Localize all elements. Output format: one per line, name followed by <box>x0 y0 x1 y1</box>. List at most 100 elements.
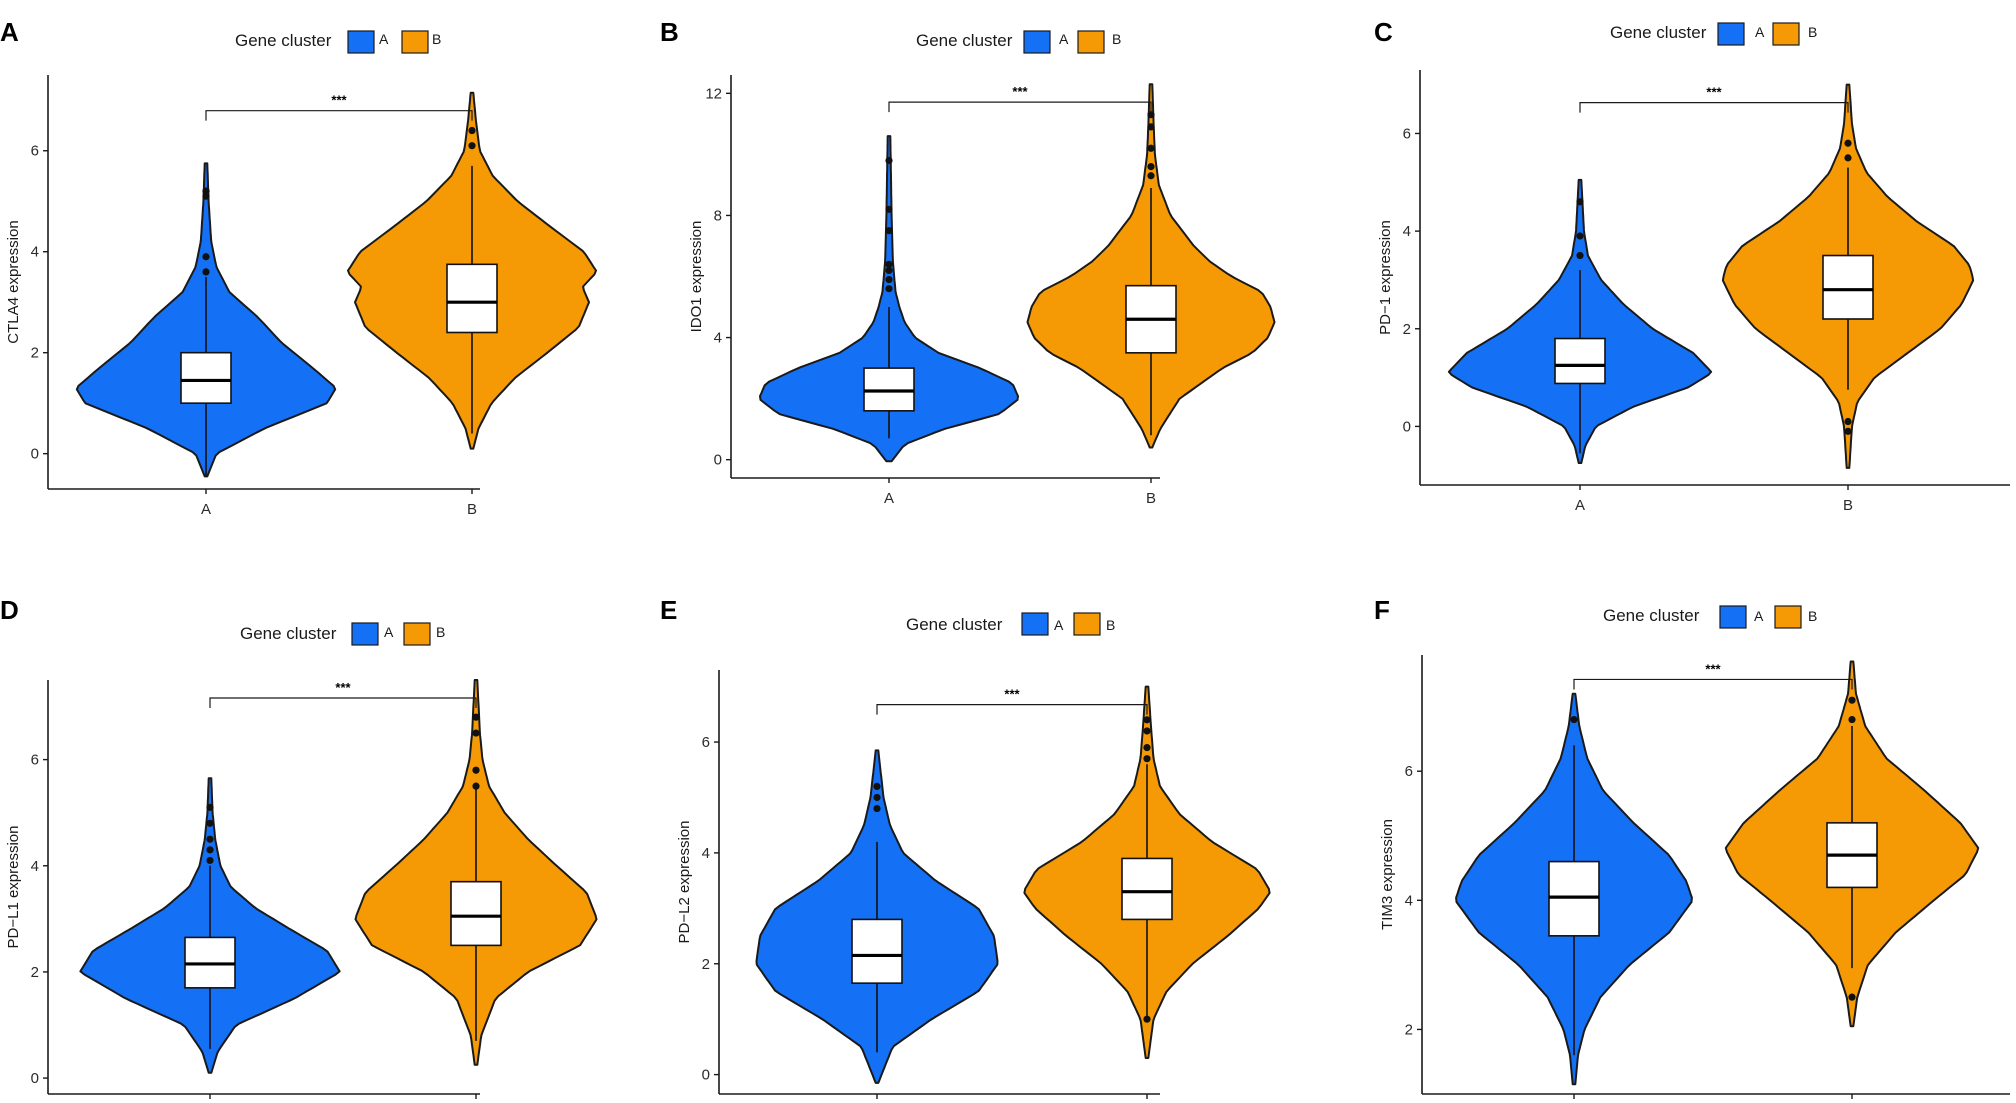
violin-a <box>1447 178 1713 464</box>
legend-swatch-b <box>1774 605 1802 629</box>
outlier-point <box>202 192 210 200</box>
panel-b: B Gene cluster A B 0 4 8 12 IDO1 expression A B *** <box>660 17 1276 507</box>
outlier-point <box>1848 993 1856 1001</box>
legend-label-b: B <box>432 31 441 47</box>
x-tick-label: B <box>1146 490 1156 507</box>
legend-title: Gene cluster <box>1603 606 1700 625</box>
y-tick-label: 2 <box>1403 321 1411 338</box>
significance-label: *** <box>335 680 351 695</box>
violin-a <box>1455 692 1693 1086</box>
box-iqr <box>1554 337 1606 385</box>
outlier-point <box>206 856 214 865</box>
y-tick-label: 6 <box>31 143 39 160</box>
violin-a <box>75 162 337 478</box>
y-tick-label: 4 <box>702 845 710 862</box>
x-tick-label: A <box>201 501 211 518</box>
legend-swatch-b <box>403 622 431 646</box>
outlier-point <box>1848 715 1856 724</box>
violin-b <box>1026 83 1276 449</box>
y-tick-label: 6 <box>1403 125 1411 142</box>
legend-label-a: A <box>1755 24 1765 40</box>
legend-title: Gene cluster <box>235 31 332 50</box>
y-tick-label: 4 <box>31 858 39 875</box>
y-tick-label: 4 <box>1403 223 1411 240</box>
y-tick-label: 4 <box>1405 892 1413 909</box>
box-iqr <box>1121 857 1173 921</box>
panel-a: A Gene cluster A B 0 2 4 6 CTLA4 expression A B *** <box>0 17 597 518</box>
legend-swatch-b <box>401 30 429 54</box>
y-tick-label: 12 <box>705 85 722 102</box>
y-tick-label: 2 <box>702 956 710 973</box>
panel-letter: A <box>0 17 19 47</box>
legend-swatch-b <box>1073 612 1101 636</box>
significance-bracket <box>888 101 1152 113</box>
outlier-point <box>1147 172 1155 180</box>
y-axis-label: PD−L2 expression <box>676 821 693 944</box>
legend-swatch-a <box>1023 30 1051 54</box>
outlier-point <box>1143 755 1151 763</box>
violin-b <box>1724 660 1980 1028</box>
outlier-point <box>873 793 881 802</box>
legend: Gene cluster A B <box>906 612 1115 636</box>
legend: Gene cluster A B <box>240 622 445 646</box>
legend-swatch-b <box>1077 30 1105 54</box>
outlier-point <box>885 227 893 235</box>
violin-b <box>1721 83 1975 469</box>
outlier-point <box>1844 139 1852 147</box>
y-tick-label: 0 <box>31 1070 39 1087</box>
box-iqr <box>180 351 232 404</box>
legend: Gene cluster A B <box>916 30 1121 54</box>
x-tick-label: A <box>1575 497 1585 514</box>
panel-e: E Gene cluster A B 0 2 4 6 PD−L2 expression A B *** <box>660 595 1271 1099</box>
y-tick-label: 2 <box>31 964 39 981</box>
outlier-point <box>1147 144 1155 152</box>
legend-title: Gene cluster <box>1610 23 1707 42</box>
y-axis-label: TIM3 expression <box>1379 819 1396 930</box>
panel-letter: F <box>1374 595 1390 625</box>
outlier-point <box>1844 417 1852 426</box>
legend: Gene cluster A B <box>1603 605 1817 629</box>
violin-b <box>354 679 598 1066</box>
outlier-point <box>468 142 476 150</box>
legend-label-b: B <box>1112 31 1121 47</box>
violin-a <box>79 777 341 1074</box>
x-tick-label: B <box>1843 497 1853 514</box>
outlier-point <box>1143 727 1151 735</box>
x-tick-label: B <box>467 501 477 518</box>
outlier-point <box>1143 1015 1151 1023</box>
y-tick-label: 2 <box>31 345 39 362</box>
legend-swatch-b <box>1772 22 1800 46</box>
panel-c: C Gene cluster A B 0 2 4 6 PD−1 expression A B *** <box>1374 17 2010 514</box>
outlier-point <box>1848 696 1856 704</box>
legend-swatch-a <box>1719 605 1747 629</box>
outlier-point <box>1143 743 1151 752</box>
legend: Gene cluster A B <box>235 30 441 54</box>
outlier-point <box>1844 154 1852 162</box>
outlier-point <box>885 205 893 213</box>
outlier-point <box>885 275 893 284</box>
outlier-point <box>885 260 893 268</box>
outlier-point <box>1576 251 1584 260</box>
y-tick-label: 0 <box>1403 418 1411 435</box>
legend-label-a: A <box>1054 617 1064 633</box>
legend-swatch-a <box>351 622 379 646</box>
outlier-point <box>206 803 214 811</box>
significance-bracket <box>1573 678 1853 690</box>
legend-label-b: B <box>1106 617 1115 633</box>
box-iqr <box>450 880 502 947</box>
outlier-point <box>206 846 214 854</box>
panel-letter: D <box>0 595 19 625</box>
y-tick-label: 6 <box>31 752 39 769</box>
outlier-point <box>468 126 476 135</box>
significance-label: *** <box>1706 85 1722 100</box>
outlier-point <box>1576 198 1584 206</box>
outlier-point <box>1147 162 1155 171</box>
legend-label-a: A <box>384 624 394 640</box>
y-tick-label: 4 <box>714 330 722 347</box>
significance-bracket <box>1579 102 1849 113</box>
box-iqr <box>851 918 903 984</box>
outlier-point <box>885 266 893 274</box>
outlier-point <box>202 187 210 195</box>
outlier-point <box>1147 111 1155 119</box>
legend-title: Gene cluster <box>916 31 1013 50</box>
